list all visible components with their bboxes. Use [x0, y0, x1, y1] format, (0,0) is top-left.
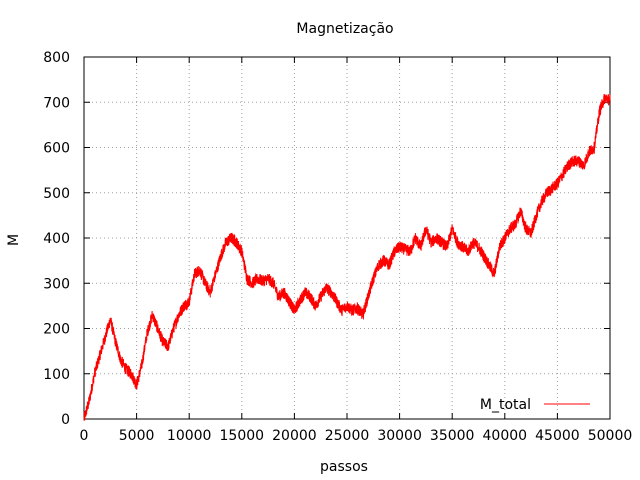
x-tick-label: 15000 — [220, 428, 265, 444]
x-tick-label: 45000 — [535, 428, 580, 444]
x-tick-label: 30000 — [377, 428, 422, 444]
tick-labels: 0 5000 10000 15000 20000 25000 30000 35000 40000… — [43, 50, 632, 444]
x-tick-label: 50000 — [588, 428, 633, 444]
x-tick-label: 20000 — [272, 428, 317, 444]
y-tick-label: 700 — [43, 95, 70, 111]
series-line — [83, 94, 611, 421]
y-tick-label: 800 — [43, 50, 70, 66]
y-tick-label: 100 — [43, 367, 70, 383]
x-tick-label: 35000 — [430, 428, 475, 444]
x-tick-label: 0 — [80, 428, 89, 444]
legend: M_total — [480, 397, 590, 413]
y-tick-label: 300 — [43, 276, 70, 292]
legend-label: M_total — [480, 397, 531, 413]
y-tick-label: 0 — [61, 412, 70, 428]
x-tick-label: 10000 — [167, 428, 212, 444]
x-axis-label: passos — [320, 459, 368, 475]
y-axis-label: M — [6, 234, 22, 246]
series-0 — [83, 94, 611, 421]
y-tick-label: 200 — [43, 322, 70, 338]
axis-ticks — [83, 56, 611, 420]
x-tick-label: 25000 — [325, 428, 370, 444]
chart-title: Magnetização — [296, 21, 393, 37]
series-layer — [83, 94, 611, 421]
x-tick-label: 40000 — [483, 428, 528, 444]
x-tick-label: 5000 — [119, 428, 155, 444]
y-tick-label: 400 — [43, 231, 70, 247]
y-tick-label: 600 — [43, 141, 70, 157]
y-tick-label: 500 — [43, 186, 70, 202]
